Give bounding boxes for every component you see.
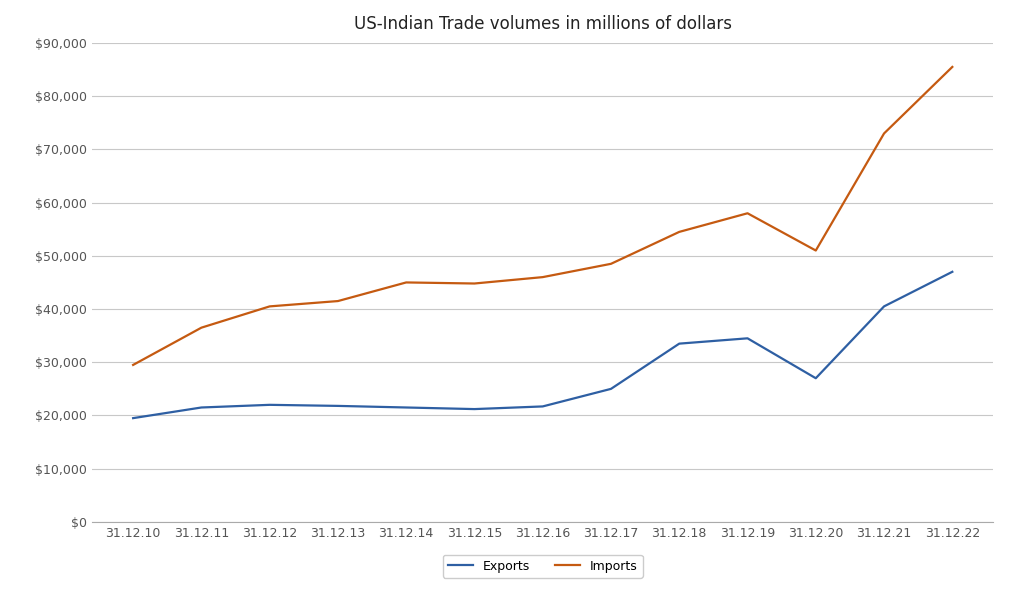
Imports: [537, 273, 549, 281]
Exports: [741, 335, 754, 342]
Exports: [537, 403, 549, 410]
Title: US-Indian Trade volumes in millions of dollars: US-Indian Trade volumes in millions of d…: [353, 15, 732, 33]
Exports: [468, 405, 480, 413]
Imports: [673, 228, 685, 236]
Exports: [878, 303, 890, 310]
Exports: [263, 401, 275, 408]
Exports: [673, 340, 685, 348]
Exports: [400, 404, 413, 411]
Exports: [605, 385, 617, 392]
Legend: Exports, Imports: Exports, Imports: [442, 555, 643, 578]
Imports: [810, 247, 822, 254]
Exports: [196, 404, 208, 411]
Line: Imports: Imports: [133, 67, 952, 365]
Exports: [810, 375, 822, 382]
Imports: [605, 260, 617, 268]
Exports: [332, 402, 344, 410]
Imports: [878, 130, 890, 137]
Imports: [946, 63, 958, 71]
Imports: [400, 279, 413, 286]
Line: Exports: Exports: [133, 272, 952, 418]
Exports: [127, 414, 139, 422]
Imports: [741, 209, 754, 217]
Imports: [468, 280, 480, 287]
Imports: [263, 303, 275, 310]
Imports: [332, 297, 344, 305]
Imports: [127, 361, 139, 368]
Imports: [196, 324, 208, 332]
Exports: [946, 268, 958, 276]
